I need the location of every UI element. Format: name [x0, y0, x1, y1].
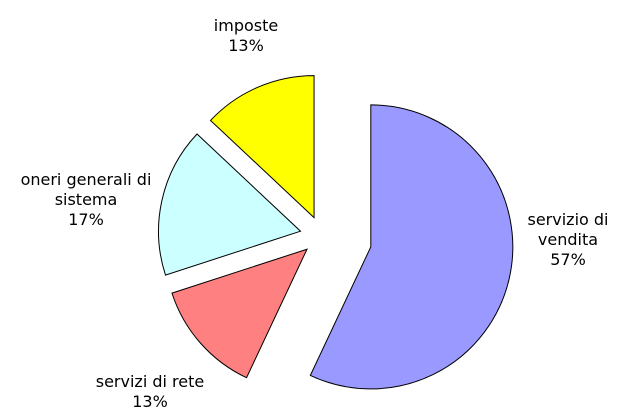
pie-slice	[171, 248, 308, 379]
category-name: servizio di vendita	[527, 210, 609, 249]
value-label: 17%	[68, 210, 104, 229]
category-name: servizi di rete	[95, 372, 205, 391]
pie-slice	[158, 133, 302, 276]
pie-slice	[309, 104, 514, 390]
value-label: 13%	[132, 392, 168, 411]
category-name: oneri generali di sistema	[20, 170, 152, 209]
value-label: 57%	[550, 250, 586, 269]
slice-label: servizi di rete 13%	[65, 372, 235, 412]
slice-label: oneri generali di sistema 17%	[6, 170, 166, 230]
category-name: imposte	[213, 16, 279, 35]
slice-label: servizio di vendita 57%	[513, 210, 623, 270]
slice-label: imposte 13%	[186, 16, 306, 56]
pie-slice	[209, 75, 315, 219]
value-label: 13%	[228, 36, 264, 55]
